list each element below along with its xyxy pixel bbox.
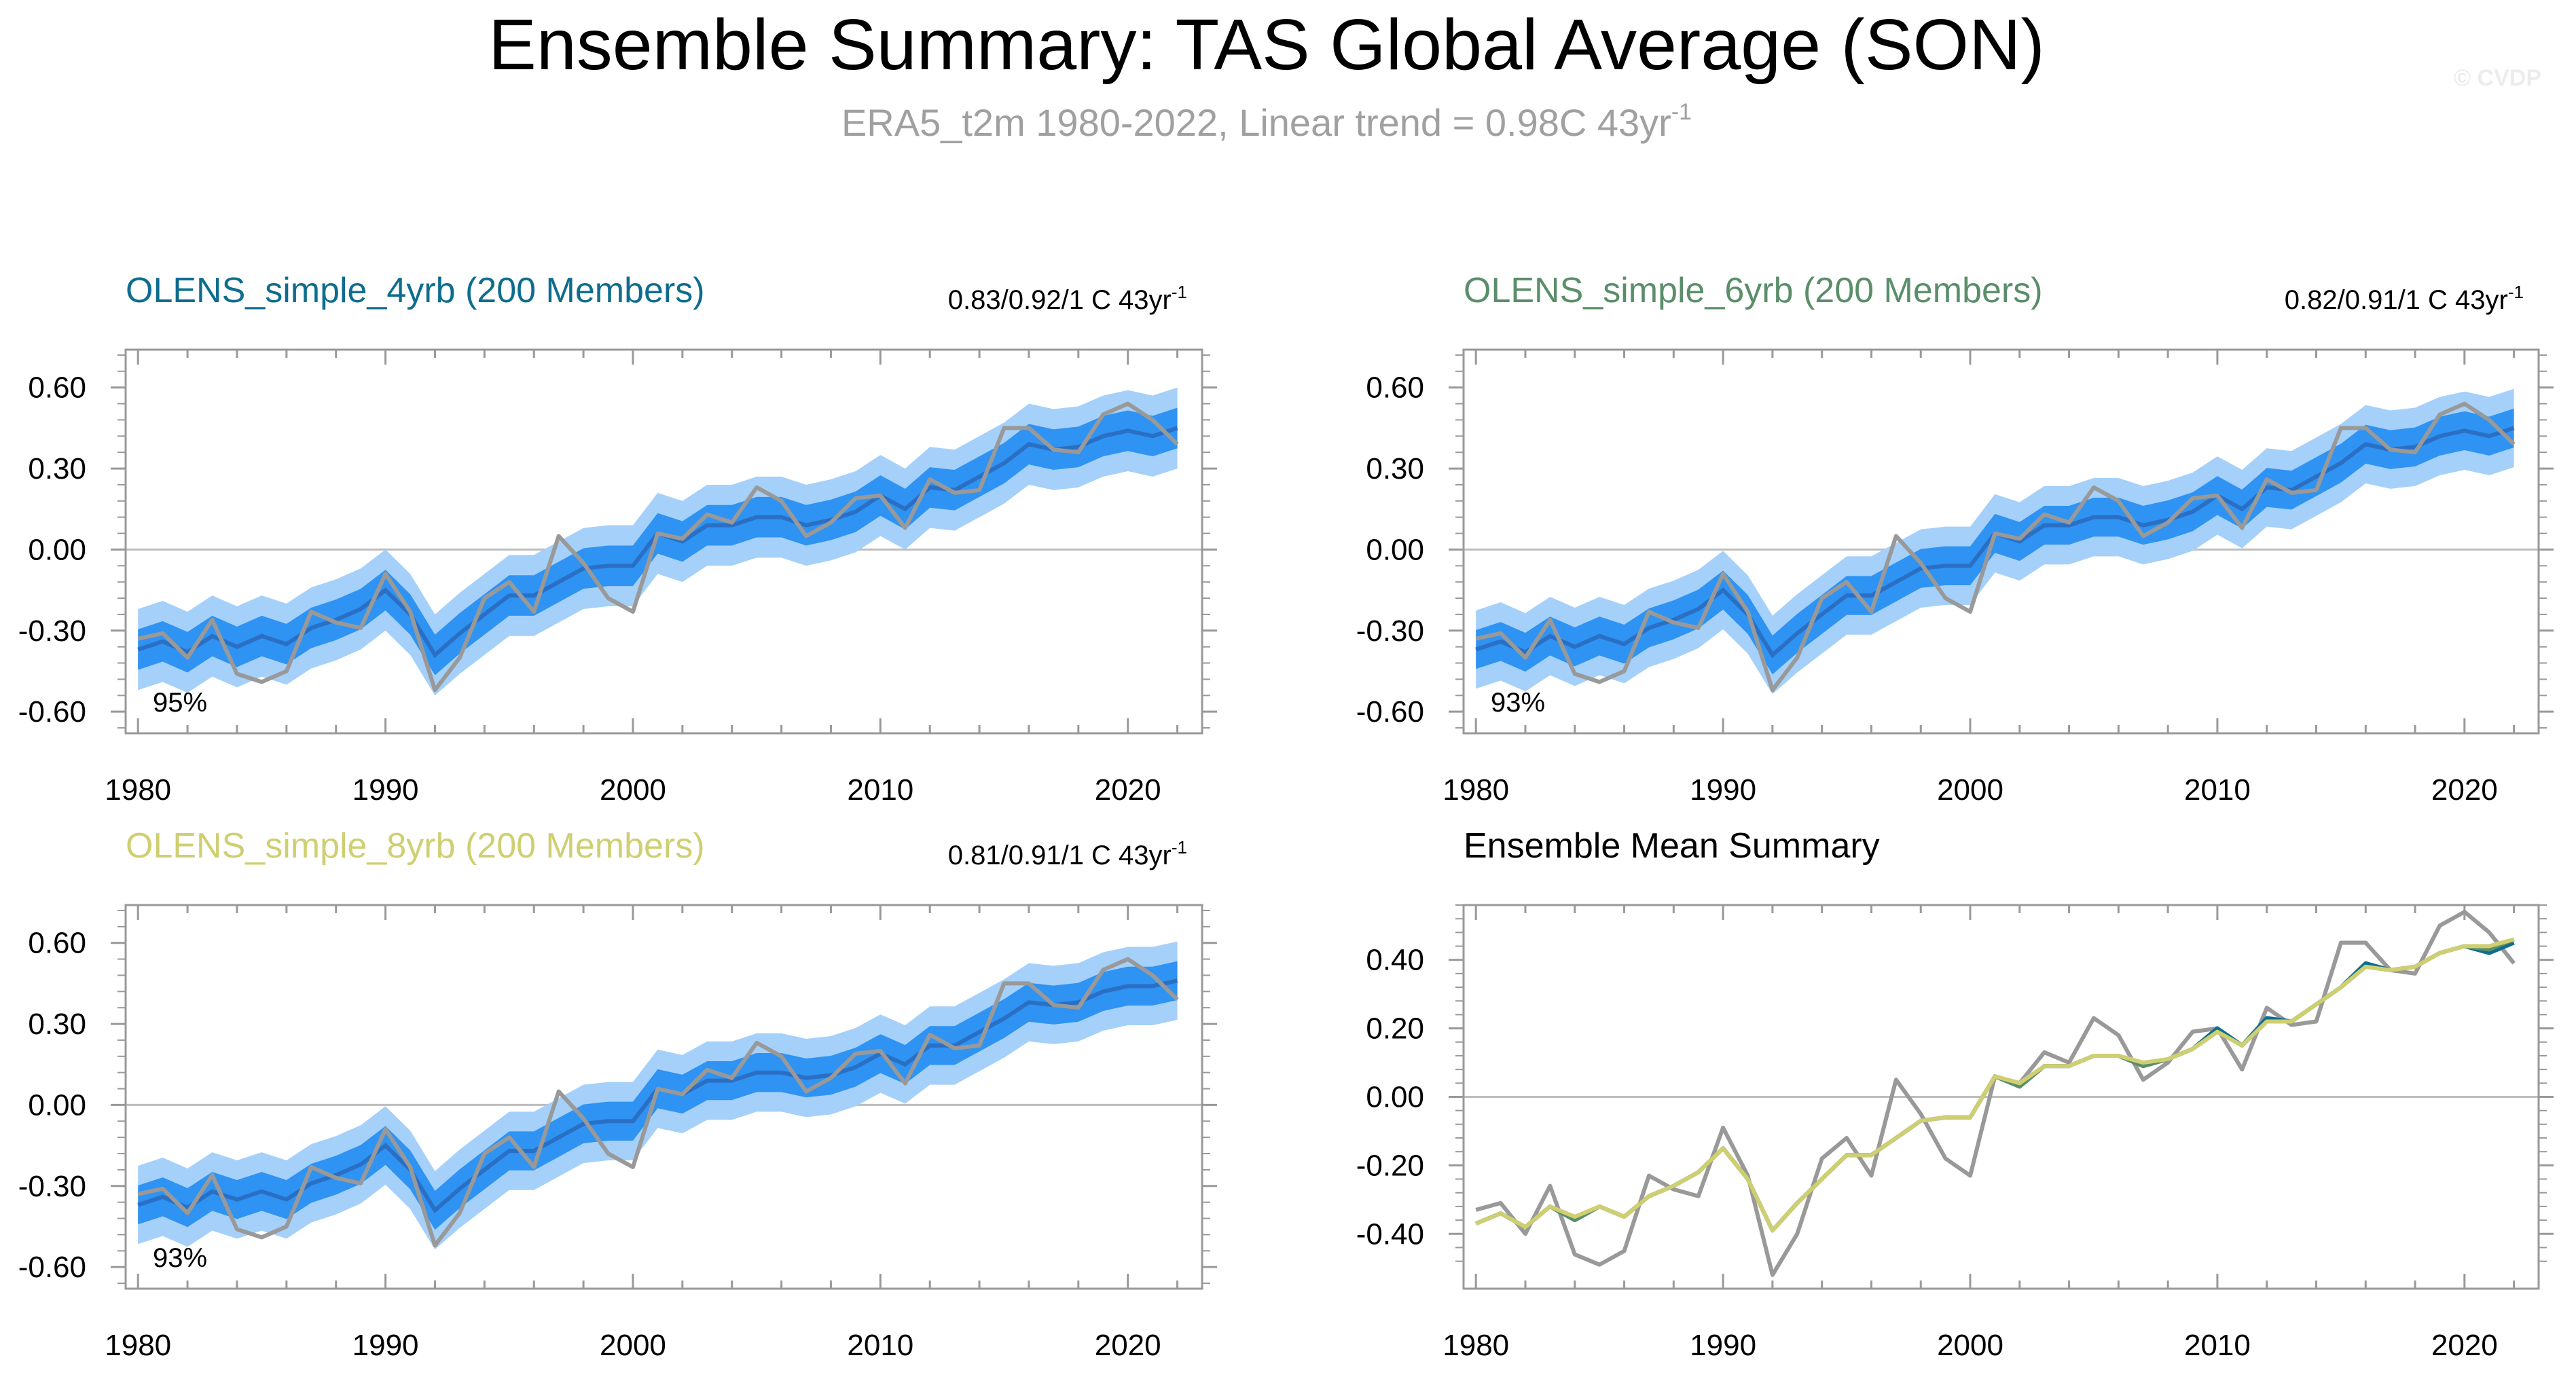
plot-area [126, 387, 1202, 696]
series-line-observed [137, 401, 1179, 693]
series-line-era5_t2m [1475, 910, 2516, 1277]
x-tick-label: 2010 [2184, 1329, 2251, 1362]
y-tick-label: 0.00 [28, 533, 86, 566]
x-tick-label: 2000 [600, 773, 666, 807]
x-tick-label: 2000 [1937, 773, 2003, 807]
x-tick-label: 2020 [1095, 773, 1161, 807]
y-tick-label: 0.30 [1366, 452, 1424, 485]
panel-title: Ensemble Mean Summary [1464, 826, 1880, 866]
y-tick-label: 0.60 [28, 927, 86, 960]
plot-frame [124, 904, 1203, 1290]
coverage-label: 95% [153, 688, 207, 718]
panel-title: OLENS_simple_6yrb (200 Members) [1464, 271, 2043, 310]
panel-4yrb: 95% 0.83/0.92/1 C 43yr-1 1980 1990 2000 2010 2… [18, 271, 1217, 807]
y-tick-label: 0.00 [1366, 1081, 1424, 1114]
series-line-olens_simple_4yrb [1475, 940, 2515, 1233]
x-tick-label: 1990 [352, 1329, 419, 1362]
x-tick-label: 2020 [2431, 1329, 2498, 1362]
y-tick-label: -0.30 [18, 1170, 86, 1203]
figure-subtitle-sup: -1 [1671, 99, 1692, 125]
x-tick-label: 1990 [352, 773, 419, 807]
watermark: © CVDP [2454, 65, 2541, 91]
panel-title: OLENS_simple_8yrb (200 Members) [126, 826, 705, 866]
y-tick-label: 0.30 [28, 1008, 86, 1041]
plot-area [126, 941, 1202, 1250]
x-tick-label: 2000 [600, 1329, 666, 1362]
figure-subtitle-main: ERA5_t2m 1980-2022, Linear trend = 0.98C… [841, 101, 1671, 144]
trend-label: 0.83/0.92/1 C 43yr-1 [948, 282, 1187, 315]
spread-band-inner [1476, 408, 2514, 675]
y-tick-label: -0.60 [1356, 695, 1424, 729]
y-tick-label: 0.30 [28, 452, 86, 485]
x-tick-label: 1990 [1690, 773, 1756, 807]
figure-subtitle: ERA5_t2m 1980-2022, Linear trend = 0.98C… [841, 99, 1692, 144]
x-tick-label: 1980 [1443, 1329, 1509, 1362]
x-tick-label: 2010 [847, 1329, 913, 1362]
panel-ensemble-mean-summary: 1980 1990 2000 2010 2020 0.40 0.20 0.00 -0.20 -0.… [1356, 826, 2554, 1362]
x-tick-label: 2010 [847, 773, 913, 807]
plot-frame [1462, 348, 2540, 735]
panel-8yrb: 93% 0.81/0.91/1 C 43yr-1 1980 1990 2000 2010 2… [18, 826, 1217, 1362]
x-tick-label: 1980 [105, 1329, 171, 1362]
y-tick-label: -0.20 [1356, 1149, 1424, 1182]
series-line-observed [1475, 401, 2516, 693]
y-tick-label: -0.30 [18, 614, 86, 648]
y-tick-label: -0.60 [18, 695, 86, 729]
y-tick-label: -0.30 [1356, 614, 1424, 648]
x-tick-label: 1980 [105, 773, 171, 807]
series-line-olens_simple_6yrb [1475, 937, 2515, 1233]
x-tick-label: 1980 [1443, 773, 1509, 807]
spread-band-inner [138, 407, 1178, 676]
x-tick-label: 2000 [1937, 1329, 2003, 1362]
coverage-label: 93% [153, 1243, 207, 1273]
trend-label: 0.81/0.91/1 C 43yr-1 [948, 837, 1187, 870]
series-line-olens_simple_8yrb [1475, 937, 2515, 1233]
x-tick-label: 2010 [2184, 773, 2251, 807]
coverage-label: 93% [1491, 688, 1545, 718]
plot-area [1464, 910, 2539, 1277]
x-tick-label: 2020 [2431, 773, 2498, 807]
y-tick-label: 0.00 [1366, 533, 1424, 566]
x-tick-label: 2020 [1095, 1329, 1161, 1362]
y-tick-label: 0.60 [1366, 371, 1424, 405]
panel-6yrb: 93% 0.82/0.91/1 C 43yr-1 1980 1990 2000 2010 2… [1356, 271, 2554, 807]
plot-area [1464, 388, 2539, 695]
figure-title: Ensemble Summary: TAS Global Average (SO… [488, 5, 2045, 85]
plot-frame [124, 348, 1203, 735]
y-tick-label: -0.40 [1356, 1217, 1424, 1251]
y-tick-label: 0.00 [28, 1088, 86, 1122]
y-tick-label: 0.40 [1366, 944, 1424, 977]
series-line-observed [137, 957, 1179, 1248]
panel-title: OLENS_simple_4yrb (200 Members) [126, 271, 705, 310]
trend-label: 0.82/0.91/1 C 43yr-1 [2285, 282, 2524, 315]
y-tick-label: 0.20 [1366, 1012, 1424, 1046]
x-tick-label: 1990 [1690, 1329, 1756, 1362]
y-tick-label: -0.60 [18, 1251, 86, 1284]
y-tick-label: 0.60 [28, 371, 86, 405]
